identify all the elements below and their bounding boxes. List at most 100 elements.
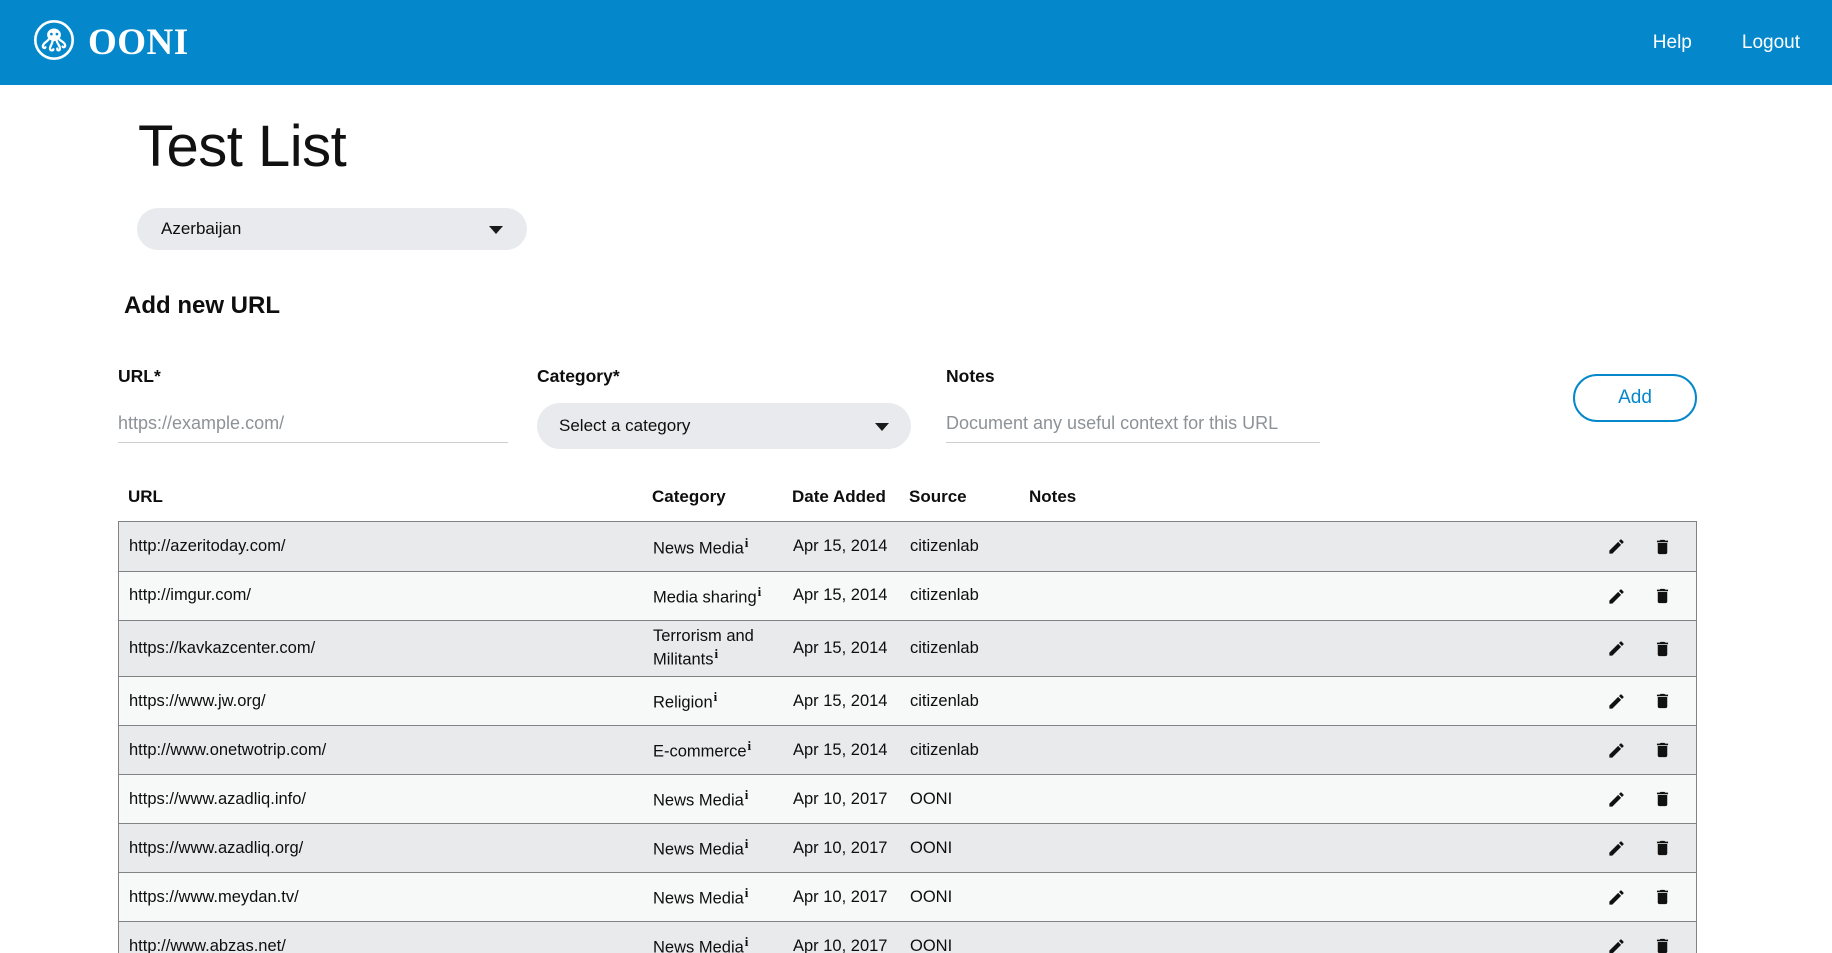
delete-icon[interactable] <box>1653 740 1672 760</box>
category-cell: E-commercei <box>653 738 752 761</box>
source-cell: OONI <box>910 887 953 906</box>
url-input[interactable] <box>118 409 508 443</box>
date-added-cell: Apr 10, 2017 <box>793 838 888 857</box>
category-cell: Media sharingi <box>653 584 762 607</box>
row-actions <box>1559 691 1696 711</box>
delete-icon[interactable] <box>1653 537 1672 557</box>
url-label: URL* <box>118 366 161 386</box>
delete-icon[interactable] <box>1653 586 1672 606</box>
edit-icon[interactable] <box>1607 790 1626 809</box>
table-row: https://www.azadliq.info/ News Mediai Ap… <box>119 774 1696 824</box>
category-cell: Religioni <box>653 689 718 712</box>
edit-icon[interactable] <box>1607 692 1626 711</box>
info-icon[interactable]: i <box>744 787 749 803</box>
edit-icon[interactable] <box>1607 839 1626 858</box>
category-cell: News Mediai <box>653 885 749 908</box>
caret-down-icon <box>875 416 889 436</box>
ooni-home-link[interactable]: OONI <box>33 19 189 66</box>
column-header-notes: Notes <box>1029 487 1077 506</box>
category-label: Category* <box>537 366 620 386</box>
edit-icon[interactable] <box>1607 639 1626 658</box>
delete-icon[interactable] <box>1653 639 1672 659</box>
category-select-value: Select a category <box>559 416 691 435</box>
table-row: https://www.meydan.tv/ News Mediai Apr 1… <box>119 872 1696 922</box>
date-added-cell: Apr 15, 2014 <box>793 586 888 605</box>
required-marker: * <box>612 366 620 386</box>
edit-icon[interactable] <box>1607 741 1626 760</box>
table-row: https://www.azadliq.org/ News Mediai Apr… <box>119 823 1696 873</box>
notes-input[interactable] <box>946 409 1320 443</box>
edit-icon[interactable] <box>1607 888 1626 907</box>
logout-link[interactable]: Logout <box>1741 31 1800 53</box>
source-cell: OONI <box>910 936 953 953</box>
add-button[interactable]: Add <box>1573 374 1697 422</box>
delete-icon[interactable] <box>1653 936 1672 953</box>
table-row: http://www.abzas.net/ News Mediai Apr 10… <box>119 921 1696 953</box>
table-row: https://kavkazcenter.com/ Terrorism and … <box>119 620 1696 677</box>
info-icon[interactable]: i <box>744 836 749 852</box>
source-cell: citizenlab <box>910 586 979 605</box>
add-url-heading: Add new URL <box>124 292 280 319</box>
country-select[interactable]: Azerbaijan <box>137 208 527 250</box>
source-cell: citizenlab <box>910 536 979 555</box>
country-select-value: Azerbaijan <box>161 219 242 238</box>
info-icon[interactable]: i <box>744 534 749 550</box>
row-actions <box>1559 740 1696 760</box>
url-cell: https://www.jw.org/ <box>129 691 266 710</box>
url-cell: https://kavkazcenter.com/ <box>129 638 316 657</box>
notes-field-group: Notes <box>946 366 1320 443</box>
source-cell: OONI <box>910 838 953 857</box>
row-actions <box>1559 586 1696 606</box>
required-marker: * <box>153 366 161 386</box>
delete-icon[interactable] <box>1653 691 1672 711</box>
date-added-cell: Apr 15, 2014 <box>793 536 888 555</box>
category-field-group: Category* Select a category <box>537 366 911 449</box>
category-select[interactable]: Select a category <box>537 403 911 449</box>
table-body: http://azeritoday.com/ News Mediai Apr 1… <box>118 521 1697 953</box>
source-cell: citizenlab <box>910 638 979 657</box>
date-added-cell: Apr 15, 2014 <box>793 638 888 657</box>
info-icon[interactable]: i <box>713 689 718 705</box>
edit-icon[interactable] <box>1607 537 1626 556</box>
url-cell: http://azeritoday.com/ <box>129 536 286 555</box>
url-cell: https://www.meydan.tv/ <box>129 887 299 906</box>
page-title: Test List <box>138 114 347 179</box>
row-actions <box>1559 639 1696 659</box>
navbar: OONI Help Logout <box>0 0 1832 85</box>
url-cell: http://imgur.com/ <box>129 586 251 605</box>
delete-icon[interactable] <box>1653 887 1672 907</box>
help-link[interactable]: Help <box>1652 31 1692 53</box>
edit-icon[interactable] <box>1607 937 1626 953</box>
info-icon[interactable]: i <box>744 934 749 950</box>
delete-icon[interactable] <box>1653 838 1672 858</box>
edit-icon[interactable] <box>1607 587 1626 606</box>
delete-icon[interactable] <box>1653 789 1672 809</box>
source-cell: citizenlab <box>910 691 979 710</box>
nav-links: Help Logout <box>1653 32 1800 54</box>
info-icon[interactable]: i <box>747 738 752 754</box>
url-cell: http://www.onetwotrip.com/ <box>129 740 327 759</box>
add-url-form: URL* Category* Select a category Notes A… <box>118 366 1697 449</box>
row-actions <box>1559 537 1696 557</box>
main-content: Test List Azerbaijan Add new URL URL* Ca… <box>0 113 1832 953</box>
caret-down-icon <box>489 219 503 239</box>
table-header: URL Category Date Added Source Notes <box>118 475 1697 521</box>
date-added-cell: Apr 10, 2017 <box>793 936 888 953</box>
info-icon[interactable]: i <box>757 584 762 600</box>
category-cell: News Mediai <box>653 534 749 558</box>
column-header-url: URL <box>128 487 163 506</box>
notes-label: Notes <box>946 366 995 386</box>
row-actions <box>1559 887 1696 907</box>
source-cell: citizenlab <box>910 740 979 759</box>
ooni-octopus-icon <box>33 19 75 66</box>
source-cell: OONI <box>910 789 953 808</box>
info-icon[interactable]: i <box>714 646 719 662</box>
table-row: https://www.jw.org/ Religioni Apr 15, 20… <box>119 676 1696 726</box>
info-icon[interactable]: i <box>744 885 749 901</box>
url-cell: http://www.abzas.net/ <box>129 936 286 953</box>
category-cell: News Mediai <box>653 787 749 810</box>
column-header-category: Category <box>652 487 726 506</box>
date-added-cell: Apr 10, 2017 <box>793 887 888 906</box>
row-actions <box>1559 838 1696 858</box>
table-row: http://www.onetwotrip.com/ E-commercei A… <box>119 725 1696 775</box>
